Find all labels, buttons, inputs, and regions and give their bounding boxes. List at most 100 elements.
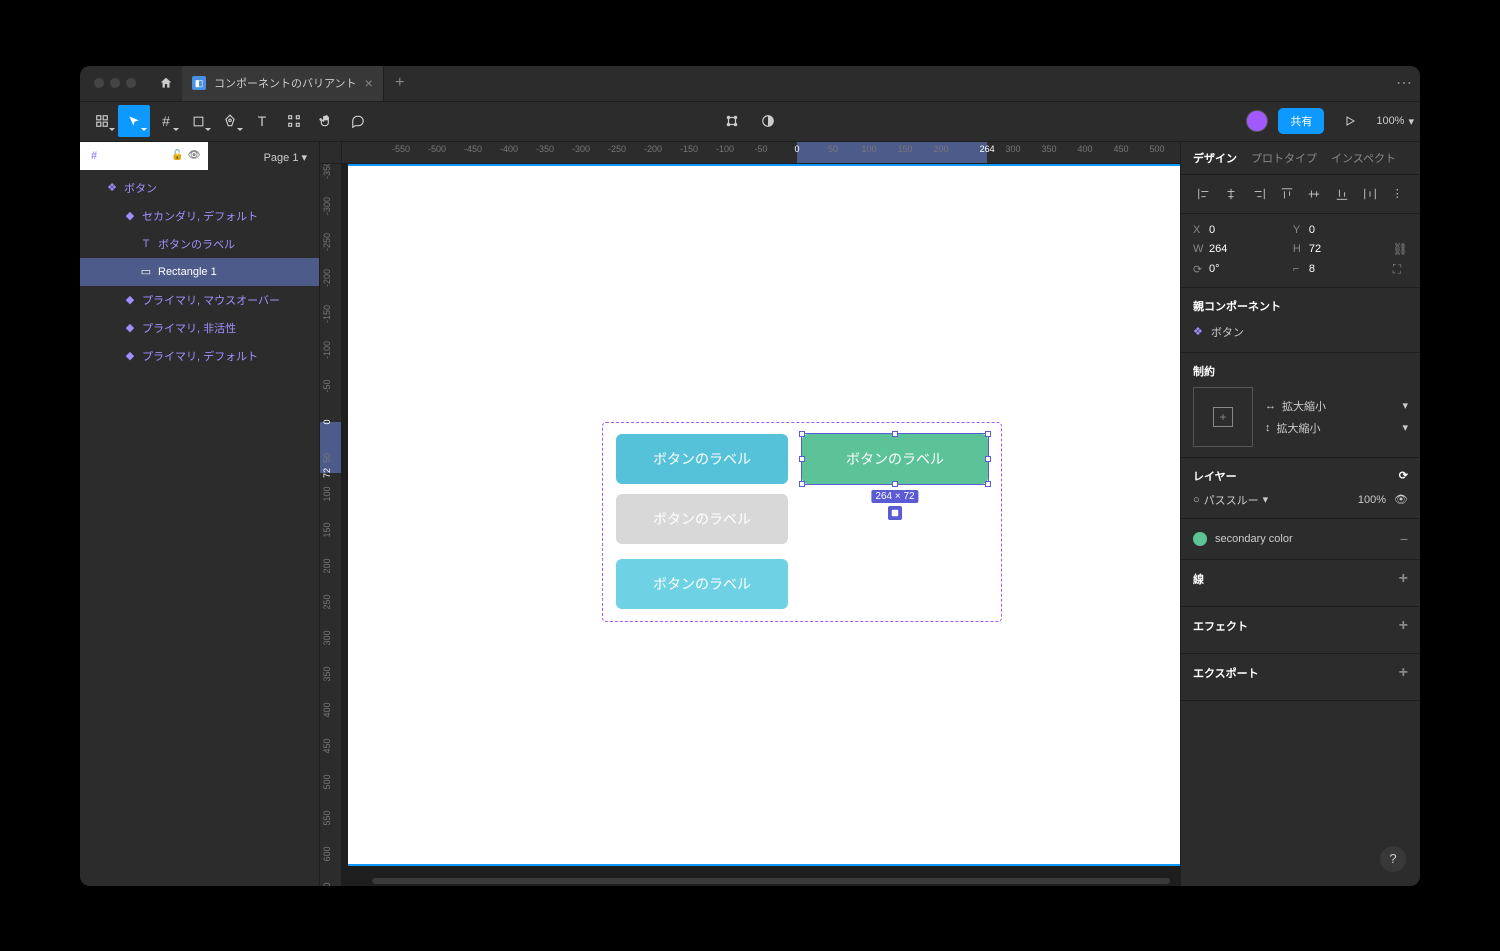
titlebar: ◧ コンポーネントのバリアント × + ⋯ [80, 66, 1420, 102]
variant-icon: ◆ [124, 321, 136, 334]
rotation-input[interactable]: ⟳0° [1193, 263, 1285, 276]
zoom-dropdown[interactable]: 100% ▾ [1376, 115, 1414, 128]
right-panel: デザイン プロトタイプ インスペクト ⋮ X0 Y0 W264 [1180, 142, 1420, 886]
layer-text[interactable]: T ボタンのラベル [80, 230, 319, 258]
tab-prototype[interactable]: プロトタイプ [1251, 150, 1317, 166]
layer-variant[interactable]: ◆ セカンダリ, デフォルト [80, 202, 319, 230]
hand-tool[interactable] [310, 105, 342, 137]
component-set-icon: ❖ [106, 181, 118, 194]
remove-fill-icon[interactable]: − [1400, 531, 1408, 547]
tab-inspect[interactable]: インスペクト [1331, 150, 1396, 166]
tab-design[interactable]: デザイン [1193, 150, 1237, 166]
canvas-button[interactable]: ボタンのラベル [616, 494, 788, 544]
edit-object-icon[interactable] [716, 105, 748, 137]
opacity-input[interactable]: 100% [1358, 494, 1386, 506]
export-section: エクスポート+ [1181, 654, 1420, 701]
align-right-icon[interactable] [1248, 183, 1270, 205]
frame-tool[interactable]: # [150, 105, 182, 137]
constraints-section: 制約 ↔拡大縮小▾ ↕拡大縮小▾ [1181, 353, 1420, 458]
h-input[interactable]: H72 [1293, 243, 1385, 255]
left-panel: レイヤー アセット Page 1▾ # Desktop - 1 🔓👁 ❖ ボタン… [80, 142, 320, 886]
add-stroke-icon[interactable]: + [1399, 570, 1408, 588]
layer-frame[interactable]: # Desktop - 1 🔓👁 [80, 142, 208, 170]
constrain-icon[interactable]: ⛓ [1393, 242, 1408, 256]
variant-icon: ◆ [124, 293, 136, 306]
page-selector[interactable]: Page 1▾ [264, 151, 307, 164]
constraint-widget[interactable] [1193, 387, 1253, 447]
chevron-down-icon: ▾ [1408, 115, 1414, 128]
add-effect-icon[interactable]: + [1399, 617, 1408, 635]
variant-icon: ◆ [124, 209, 136, 222]
distribute-icon[interactable] [1359, 183, 1381, 205]
layer-variant[interactable]: ◆ プライマリ, 非活性 [80, 314, 319, 342]
avatar[interactable] [1246, 110, 1268, 132]
traffic-lights[interactable] [94, 78, 136, 88]
new-tab-button[interactable]: + [384, 74, 416, 92]
effects-section: エフェクト+ [1181, 607, 1420, 654]
eye-icon[interactable]: 👁 [188, 150, 201, 161]
help-button[interactable]: ? [1380, 846, 1406, 872]
w-input[interactable]: W264 [1193, 243, 1285, 255]
align-vcenter-icon[interactable] [1304, 183, 1326, 205]
align-hcenter-icon[interactable] [1221, 183, 1243, 205]
layer-settings-icon[interactable]: ⟳ [1399, 469, 1408, 482]
main-menu-button[interactable] [86, 105, 118, 137]
present-button[interactable] [1334, 105, 1366, 137]
radius-input[interactable]: ⌐8 [1293, 263, 1385, 275]
fill-section: secondary color − [1181, 519, 1420, 560]
stroke-section: 線+ [1181, 560, 1420, 607]
comment-tool[interactable] [342, 105, 374, 137]
fill-swatch[interactable] [1193, 532, 1207, 546]
fill-style-name[interactable]: secondary color [1215, 533, 1293, 545]
ruler-vertical[interactable]: -350-300-250-200-150-100-500507210015020… [320, 164, 342, 886]
layer-component-set[interactable]: ❖ ボタン [80, 174, 319, 202]
visibility-icon[interactable]: 👁 [1394, 493, 1408, 506]
lock-icon[interactable]: 🔓 [171, 150, 183, 161]
frame-icon: # [88, 150, 100, 162]
align-left-icon[interactable] [1193, 183, 1215, 205]
toolbar: # T 共有 [80, 102, 1420, 142]
constraint-v-select[interactable]: ↕拡大縮小▾ [1265, 420, 1408, 436]
layer-variant[interactable]: ◆ プライマリ, マウスオーバー [80, 286, 319, 314]
more-align-icon[interactable]: ⋮ [1386, 183, 1408, 205]
move-tool[interactable] [118, 105, 150, 137]
selection-component-badge [888, 506, 902, 520]
add-export-icon[interactable]: + [1399, 664, 1408, 682]
transform-section: X0 Y0 W264 H72 ⛓ ⟳0° ⌐8 ⛶ [1181, 214, 1420, 288]
selection-size-badge: 264 × 72 [871, 490, 918, 503]
align-controls: ⋮ [1181, 175, 1420, 214]
align-bottom-icon[interactable] [1331, 183, 1353, 205]
app-window: ◧ コンポーネントのバリアント × + ⋯ # T [80, 66, 1420, 886]
text-tool[interactable]: T [246, 105, 278, 137]
canvas[interactable]: p - 1 ボタンのラベルボタンのラベルボタンのラベルボタンのラベル264 × … [342, 164, 1180, 886]
file-icon: ◧ [192, 76, 206, 90]
parent-component-section: 親コンポーネント ❖ ボタン [1181, 288, 1420, 353]
canvas-button[interactable]: ボタンのラベル [616, 559, 788, 609]
layer-rectangle-selected[interactable]: ▭ Rectangle 1 [80, 258, 319, 286]
close-icon[interactable]: × [365, 75, 373, 91]
layer-variant[interactable]: ◆ プライマリ, デフォルト [80, 342, 319, 370]
independent-corners-icon[interactable]: ⛶ [1393, 262, 1408, 277]
blend-mode-select[interactable]: ○パススルー▾ [1193, 492, 1268, 508]
menu-icon[interactable]: ⋯ [1396, 73, 1412, 93]
parent-component-link[interactable]: ❖ ボタン [1193, 322, 1408, 342]
home-button[interactable] [150, 67, 182, 99]
ruler-horizontal[interactable]: -550-500-450-400-350-300-250-200-150-100… [320, 142, 1180, 164]
text-icon: T [140, 238, 152, 250]
constraint-h-select[interactable]: ↔拡大縮小▾ [1265, 398, 1408, 414]
file-tab[interactable]: ◧ コンポーネントのバリアント × [182, 66, 384, 102]
resources-tool[interactable] [278, 105, 310, 137]
x-input[interactable]: X0 [1193, 224, 1285, 236]
y-input[interactable]: Y0 [1293, 224, 1385, 236]
share-button[interactable]: 共有 [1278, 108, 1324, 134]
shape-tool[interactable] [182, 105, 214, 137]
align-top-icon[interactable] [1276, 183, 1298, 205]
tab-title: コンポーネントのバリアント [214, 75, 357, 91]
scrollbar-horizontal[interactable] [372, 878, 1170, 884]
canvas-button[interactable]: ボタンのラベル [616, 434, 788, 484]
mask-icon[interactable] [752, 105, 784, 137]
component-icon: ❖ [1193, 325, 1203, 338]
pen-tool[interactable] [214, 105, 246, 137]
layer-section: レイヤー ⟳ ○パススルー▾ 100% 👁 [1181, 458, 1420, 519]
canvas-area: -550-500-450-400-350-300-250-200-150-100… [320, 142, 1180, 886]
